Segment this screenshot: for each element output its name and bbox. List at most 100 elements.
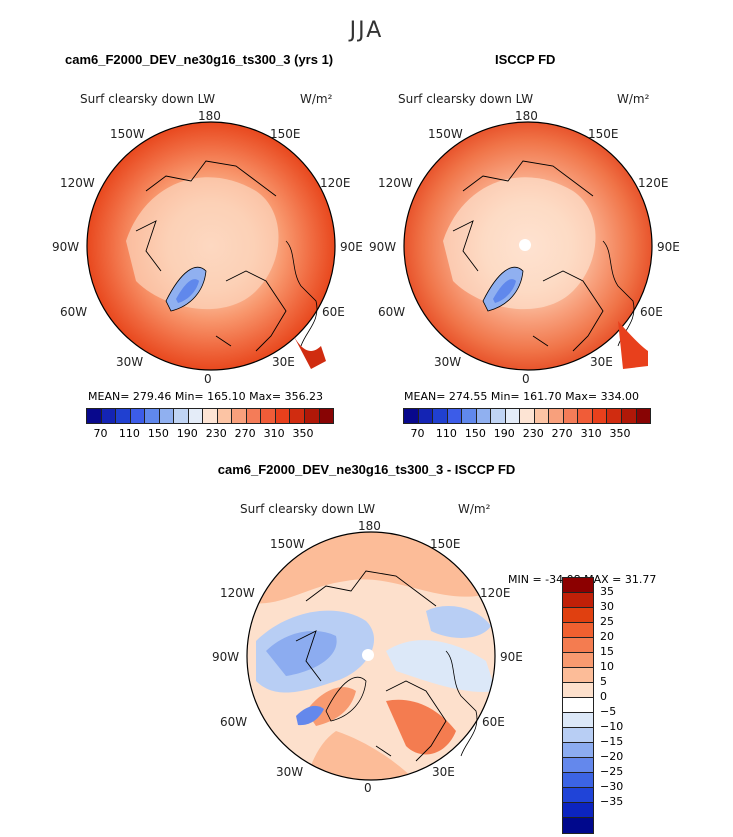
p3-lon-180: 180 xyxy=(358,519,381,533)
colorbar-swatch xyxy=(636,409,651,423)
colorbar-swatch xyxy=(188,409,204,423)
panel-1-map xyxy=(86,121,336,371)
colorbar-swatch xyxy=(563,818,593,833)
colorbar-tick-label: 15 xyxy=(600,645,614,658)
p2-lon-0: 0 xyxy=(522,372,530,386)
main-title: JJA xyxy=(349,18,384,43)
colorbar-tick-label: 0 xyxy=(600,690,607,703)
colorbar-swatch xyxy=(433,409,448,423)
p3-lon-90w: 90W xyxy=(212,650,240,664)
colorbar-tick-label: −35 xyxy=(600,795,624,808)
p3-lon-120e: 120E xyxy=(480,586,511,600)
panel-1-variable: Surf clearsky down LW xyxy=(80,92,216,106)
colorbar-swatch xyxy=(447,409,463,423)
colorbar-tick-label: 270 xyxy=(234,427,256,440)
p3-lon-150e: 150E xyxy=(430,537,461,551)
colorbar-swatch xyxy=(232,409,247,423)
colorbar-tick-label: −15 xyxy=(600,735,624,748)
p3-lon-90e: 90E xyxy=(500,650,523,664)
colorbar-tick-label: −10 xyxy=(600,720,624,733)
colorbar-swatch xyxy=(261,409,276,423)
p1-lon-90w: 90W xyxy=(52,240,80,254)
colorbar-tick-label: 350 xyxy=(292,427,314,440)
panel-1-colorbar xyxy=(86,408,334,424)
colorbar-swatch xyxy=(549,409,564,423)
p2-lon-180: 180 xyxy=(515,109,538,123)
colorbar-tick-label: −25 xyxy=(600,765,624,778)
colorbar-swatch xyxy=(563,668,593,683)
colorbar-tick-label: 230 xyxy=(205,427,227,440)
p2-lon-30e: 30E xyxy=(590,355,613,369)
colorbar-swatch xyxy=(476,409,492,423)
colorbar-tick-label: 310 xyxy=(263,427,285,440)
colorbar-tick-label: 350 xyxy=(609,427,631,440)
colorbar-swatch xyxy=(116,409,131,423)
colorbar-swatch xyxy=(563,713,593,728)
colorbar-tick-label: 30 xyxy=(600,600,614,613)
p2-lon-120e: 120E xyxy=(638,176,669,190)
colorbar-tick-label: 230 xyxy=(522,427,544,440)
panel-2-variable: Surf clearsky down LW xyxy=(398,92,534,106)
panel-3-colorbar-ticks: 35 30 25 20 15 10 5 0 −5 −10 −15 −20 −25 −30 −35 xyxy=(600,577,640,837)
p1-lon-150w: 150W xyxy=(110,127,145,141)
p1-lon-90e: 90E xyxy=(340,240,363,254)
colorbar-swatch xyxy=(404,409,419,423)
colorbar-tick-label: 25 xyxy=(600,615,614,628)
colorbar-tick-label: 35 xyxy=(600,585,614,598)
p1-lon-120e: 120E xyxy=(320,176,351,190)
colorbar-tick-label: 5 xyxy=(600,675,607,688)
colorbar-tick-label: 110 xyxy=(435,427,457,440)
colorbar-swatch xyxy=(87,409,102,423)
panel-3-map xyxy=(246,531,496,781)
colorbar-tick-label: −30 xyxy=(600,780,624,793)
colorbar-swatch xyxy=(290,409,305,423)
p2-lon-150e: 150E xyxy=(588,127,619,141)
colorbar-swatch xyxy=(563,593,593,608)
colorbar-swatch xyxy=(304,409,320,423)
p3-lon-0: 0 xyxy=(364,781,372,795)
colorbar-swatch xyxy=(563,803,593,818)
p3-lon-30e: 30E xyxy=(432,765,455,779)
colorbar-swatch xyxy=(418,409,434,423)
colorbar-swatch xyxy=(319,409,334,423)
colorbar-swatch xyxy=(592,409,608,423)
colorbar-swatch xyxy=(563,683,593,698)
p1-lon-120w: 120W xyxy=(60,176,95,190)
colorbar-tick-label: 70 xyxy=(410,427,425,440)
colorbar-swatch xyxy=(563,653,593,668)
colorbar-swatch xyxy=(563,608,593,623)
colorbar-swatch xyxy=(563,698,593,713)
panel-2-title: ISCCP FD xyxy=(495,52,556,67)
p3-lon-60e: 60E xyxy=(482,715,505,729)
colorbar-swatch xyxy=(563,409,579,423)
p1-lon-30w: 30W xyxy=(116,355,144,369)
colorbar-swatch xyxy=(246,409,262,423)
colorbar-tick-label: −20 xyxy=(600,750,624,763)
colorbar-swatch xyxy=(101,409,117,423)
colorbar-tick-label: 70 xyxy=(93,427,108,440)
colorbar-tick-label: 10 xyxy=(600,660,614,673)
colorbar-swatch xyxy=(563,758,593,773)
colorbar-swatch xyxy=(563,638,593,653)
p1-lon-30e: 30E xyxy=(272,355,295,369)
panel-2-stats: MEAN= 274.55 Min= 161.70 Max= 334.00 xyxy=(404,390,640,403)
colorbar-swatch xyxy=(275,409,291,423)
panel-2-colorbar-ticks: 70 110 150 190 230 270 310 350 xyxy=(403,427,649,441)
colorbar-swatch xyxy=(462,409,477,423)
colorbar-swatch xyxy=(505,409,521,423)
panel-2-units: W/m² xyxy=(617,92,650,106)
panel-1-stats: MEAN= 279.46 Min= 165.10 Max= 356.23 xyxy=(88,390,324,403)
colorbar-swatch xyxy=(563,728,593,743)
colorbar-swatch xyxy=(563,623,593,638)
colorbar-swatch xyxy=(621,409,637,423)
colorbar-tick-label: −5 xyxy=(600,705,617,718)
panel-1-units: W/m² xyxy=(300,92,333,106)
panel-3-title: cam6_F2000_DEV_ne30g16_ts300_3 - ISCCP F… xyxy=(217,462,516,477)
p2-lon-90w: 90W xyxy=(369,240,397,254)
panel-1-colorbar-ticks: 70 110 150 190 230 270 310 350 xyxy=(86,427,332,441)
panel-3-units: W/m² xyxy=(458,502,491,516)
colorbar-swatch xyxy=(217,409,233,423)
colorbar-tick-label: 190 xyxy=(493,427,515,440)
colorbar-swatch xyxy=(563,578,593,593)
panel-3-colorbar xyxy=(562,577,594,834)
